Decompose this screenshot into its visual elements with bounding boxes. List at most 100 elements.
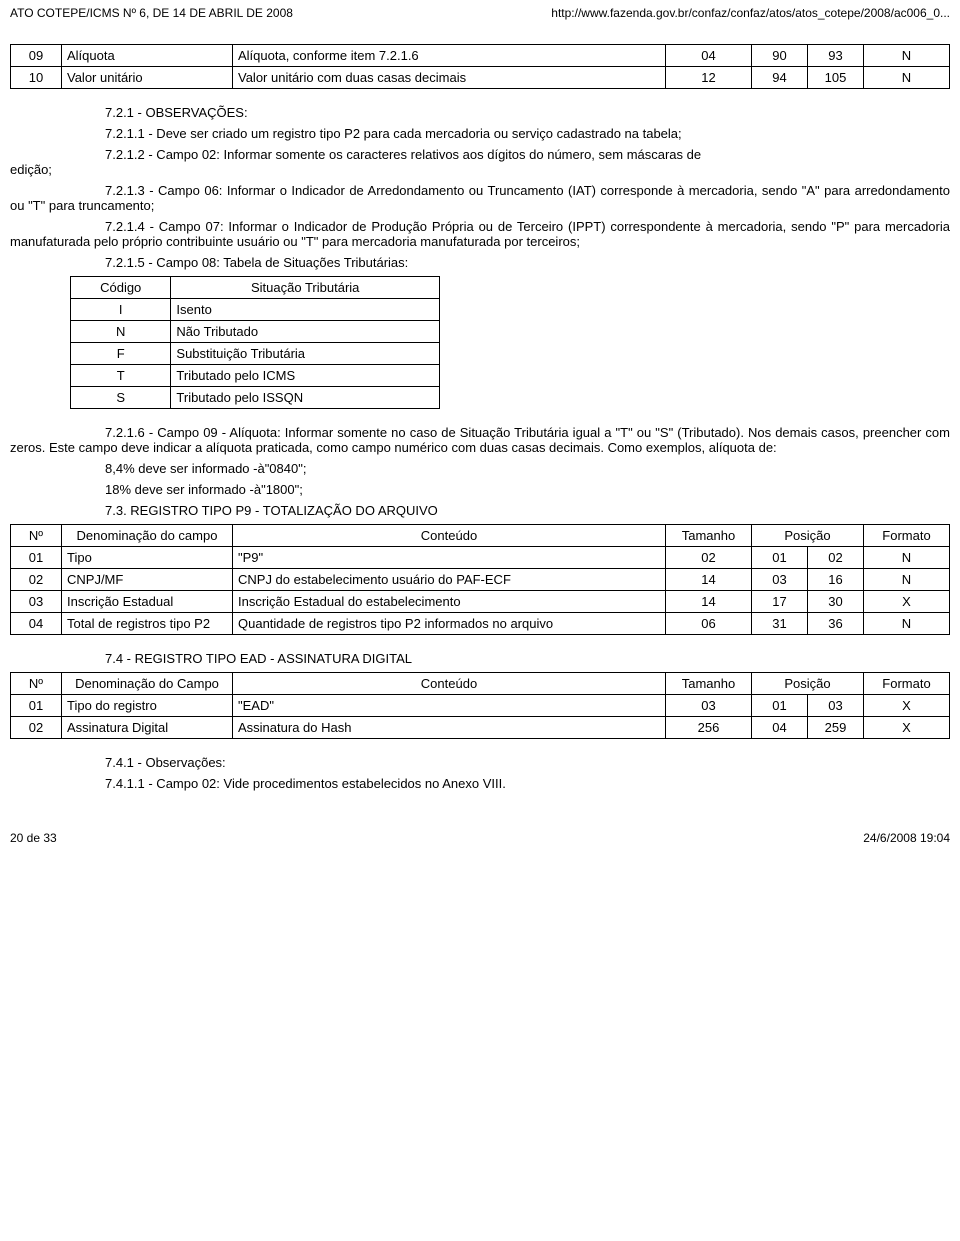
obs-7215: 7.2.1.5 - Campo 08: Tabela de Situações … (105, 255, 950, 270)
cell-tam: 12 (666, 67, 752, 89)
cell-pos1: 31 (752, 613, 808, 635)
obs-7213: 7.2.1.3 - Campo 06: Informar o Indicador… (10, 183, 950, 213)
cell-fmt: N (864, 67, 950, 89)
table-row: IIsento (71, 299, 440, 321)
p9-col-cont: Conteúdo (233, 525, 666, 547)
obs-7214: 7.2.1.4 - Campo 07: Informar o Indicador… (10, 219, 950, 249)
table-row: TTributado pelo ICMS (71, 365, 440, 387)
page-header: ATO COTEPE/ICMS Nº 6, DE 14 DE ABRIL DE … (10, 6, 950, 20)
cell-denom: Alíquota (62, 45, 233, 67)
footer-right: 24/6/2008 19:04 (863, 831, 950, 845)
table-row: 01Tipo"P9"020102N (11, 547, 950, 569)
situacao-table: Código Situação Tributária IIsentoNNão T… (70, 276, 440, 409)
table-ead: Nº Denominação do Campo Conteúdo Tamanho… (10, 672, 950, 739)
cell-denom: CNPJ/MF (62, 569, 233, 591)
cell-pos2: 02 (808, 547, 864, 569)
table-row: 10Valor unitárioValor unitário com duas … (11, 67, 950, 89)
cell-fmt: X (864, 717, 950, 739)
cell-situacao: Tributado pelo ISSQN (171, 387, 440, 409)
cell-fmt: N (864, 613, 950, 635)
obs-title: 7.2.1 - OBSERVAÇÕES: (105, 105, 950, 120)
cell-pos1: 01 (752, 547, 808, 569)
cell-cont: Assinatura do Hash (233, 717, 666, 739)
cell-pos1: 94 (752, 67, 808, 89)
cell-no: 02 (11, 717, 62, 739)
cell-denom: Valor unitário (62, 67, 233, 89)
cell-no: 09 (11, 45, 62, 67)
cell-pos1: 17 (752, 591, 808, 613)
cell-tam: 02 (666, 547, 752, 569)
p9-col-no: Nº (11, 525, 62, 547)
section-74-title: 7.4 - REGISTRO TIPO EAD - ASSINATURA DIG… (105, 651, 950, 666)
ead-col-pos: Posição (752, 673, 864, 695)
cell-denom: Inscrição Estadual (62, 591, 233, 613)
p9-col-tam: Tamanho (666, 525, 752, 547)
cell-cont: "EAD" (233, 695, 666, 717)
cell-codigo: I (71, 299, 171, 321)
table-row: STributado pelo ISSQN (71, 387, 440, 409)
cell-denom: Tipo (62, 547, 233, 569)
table-row: NNão Tributado (71, 321, 440, 343)
table-top-fragment: 09AlíquotaAlíquota, conforme item 7.2.1.… (10, 44, 950, 89)
table-row: 04Total de registros tipo P2Quantidade d… (11, 613, 950, 635)
ead-col-no: Nº (11, 673, 62, 695)
p9-col-pos: Posição (752, 525, 864, 547)
cell-codigo: S (71, 387, 171, 409)
cell-tam: 256 (666, 717, 752, 739)
obs-7212: 7.2.1.2 - Campo 02: Informar somente os … (10, 147, 950, 177)
obs-7212-pre: edição; (10, 162, 52, 177)
ead-col-denom: Denominação do Campo (62, 673, 233, 695)
example-1: 8,4% deve ser informado -à"0840"; (105, 461, 950, 476)
section-73-title: 7.3. REGISTRO TIPO P9 - TOTALIZAÇÃO DO A… (105, 503, 950, 518)
page-footer: 20 de 33 24/6/2008 19:04 (10, 831, 950, 845)
cell-fmt: N (864, 45, 950, 67)
cell-cont: Inscrição Estadual do estabelecimento (233, 591, 666, 613)
header-left: ATO COTEPE/ICMS Nº 6, DE 14 DE ABRIL DE … (10, 6, 293, 20)
table-row: FSubstituição Tributária (71, 343, 440, 365)
table-row: 09AlíquotaAlíquota, conforme item 7.2.1.… (11, 45, 950, 67)
cell-situacao: Tributado pelo ICMS (171, 365, 440, 387)
table-row: 01Tipo do registro"EAD"030103X (11, 695, 950, 717)
cell-cont: CNPJ do estabelecimento usuário do PAF-E… (233, 569, 666, 591)
cell-no: 03 (11, 591, 62, 613)
table-row: 02CNPJ/MFCNPJ do estabelecimento usuário… (11, 569, 950, 591)
cell-pos1: 01 (752, 695, 808, 717)
cell-pos2: 105 (808, 67, 864, 89)
cell-cont: Valor unitário com duas casas decimais (233, 67, 666, 89)
ead-col-cont: Conteúdo (233, 673, 666, 695)
cell-codigo: N (71, 321, 171, 343)
obs-7211: 7.2.1.1 - Deve ser criado um registro ti… (105, 126, 950, 141)
cell-situacao: Não Tributado (171, 321, 440, 343)
cell-pos2: 36 (808, 613, 864, 635)
cell-fmt: X (864, 591, 950, 613)
cell-tam: 06 (666, 613, 752, 635)
cell-pos1: 90 (752, 45, 808, 67)
cell-pos2: 93 (808, 45, 864, 67)
cell-tam: 14 (666, 569, 752, 591)
table-row: 02Assinatura DigitalAssinatura do Hash25… (11, 717, 950, 739)
table-row: 03Inscrição EstadualInscrição Estadual d… (11, 591, 950, 613)
obs-7411: 7.4.1.1 - Campo 02: Vide procedimentos e… (105, 776, 950, 791)
cell-codigo: T (71, 365, 171, 387)
cell-denom: Tipo do registro (62, 695, 233, 717)
cell-situacao: Substituição Tributária (171, 343, 440, 365)
cell-pos1: 04 (752, 717, 808, 739)
cell-no: 02 (11, 569, 62, 591)
cell-no: 01 (11, 547, 62, 569)
situacao-col-codigo: Código (71, 277, 171, 299)
cell-pos1: 03 (752, 569, 808, 591)
cell-denom: Assinatura Digital (62, 717, 233, 739)
cell-pos2: 259 (808, 717, 864, 739)
ead-col-fmt: Formato (864, 673, 950, 695)
situacao-col-situacao: Situação Tributária (171, 277, 440, 299)
cell-situacao: Isento (171, 299, 440, 321)
cell-tam: 03 (666, 695, 752, 717)
cell-fmt: N (864, 569, 950, 591)
cell-cont: Alíquota, conforme item 7.2.1.6 (233, 45, 666, 67)
cell-pos2: 03 (808, 695, 864, 717)
footer-left: 20 de 33 (10, 831, 57, 845)
cell-no: 04 (11, 613, 62, 635)
obs-741: 7.4.1 - Observações: (105, 755, 950, 770)
obs-7212-text: 7.2.1.2 - Campo 02: Informar somente os … (105, 147, 701, 162)
cell-codigo: F (71, 343, 171, 365)
